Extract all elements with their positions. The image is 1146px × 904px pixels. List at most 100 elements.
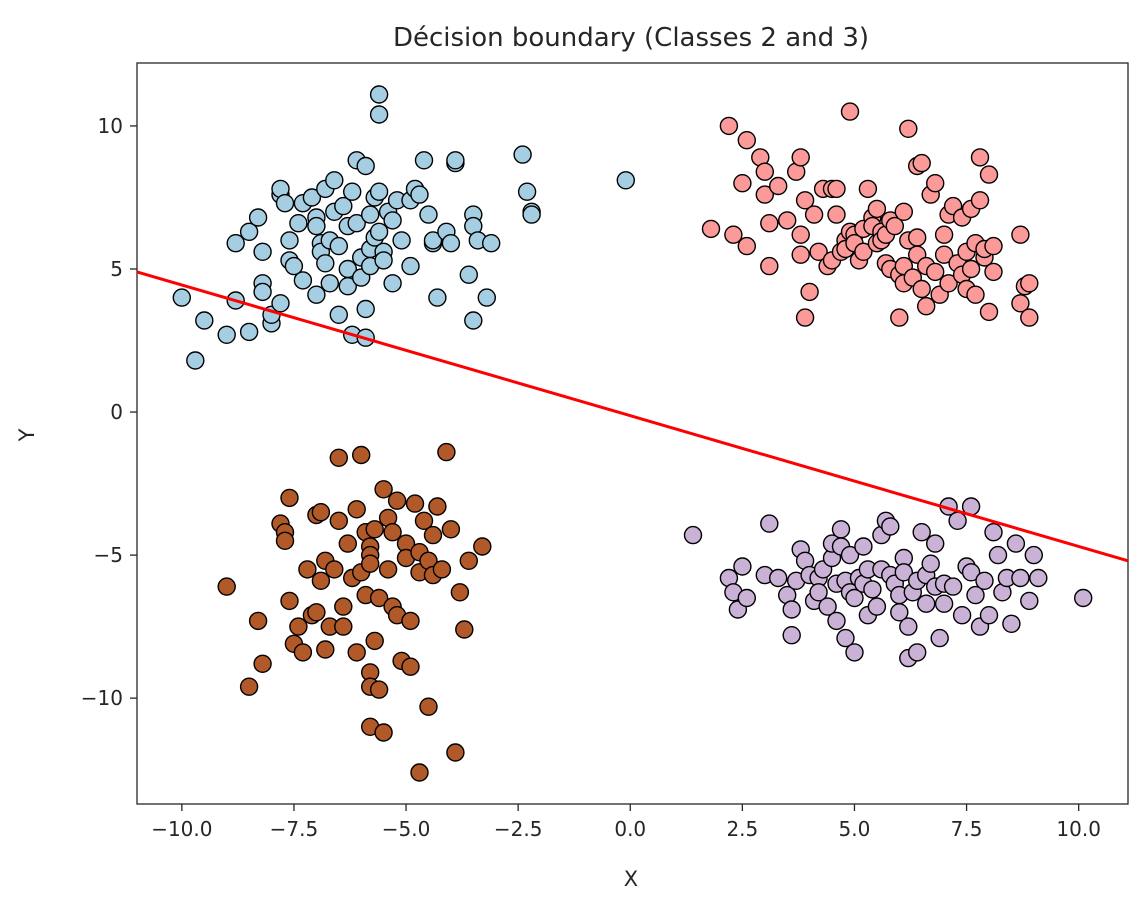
data-point: [280, 231, 299, 250]
data-point: [890, 603, 909, 622]
data-point: [975, 571, 994, 590]
data-point: [912, 523, 931, 542]
data-point: [513, 145, 532, 164]
data-point: [791, 225, 810, 244]
data-point: [311, 571, 331, 590]
data-point: [320, 274, 339, 293]
data-point: [352, 445, 371, 465]
data-point: [782, 600, 801, 619]
data-point: [809, 583, 828, 602]
data-point: [369, 182, 389, 201]
data-point: [410, 763, 429, 782]
data-point: [795, 191, 815, 210]
data-point: [934, 225, 954, 244]
data-point: [840, 102, 860, 121]
data-point: [423, 525, 443, 545]
data-point: [325, 171, 344, 190]
data-point: [482, 233, 501, 253]
data-point: [908, 228, 927, 247]
data-point: [414, 151, 434, 170]
x-tick-label: −2.5: [494, 817, 543, 841]
data-point: [926, 262, 945, 282]
data-point: [361, 554, 380, 573]
x-tick-label: 2.5: [726, 817, 758, 841]
data-point: [733, 173, 752, 193]
data-point: [217, 577, 236, 596]
data-point: [293, 271, 313, 290]
data-point: [1020, 308, 1039, 327]
data-point: [988, 545, 1008, 565]
data-point: [899, 119, 918, 139]
data-point: [1029, 568, 1048, 588]
data-point: [769, 568, 788, 588]
x-tick-label: 10.0: [1056, 817, 1101, 841]
data-point: [979, 302, 999, 322]
y-axis: 10 5 0 −5 −10: [81, 114, 137, 710]
data-point: [804, 205, 824, 224]
data-point: [912, 279, 931, 299]
data-point: [383, 274, 402, 293]
data-point: [446, 151, 465, 170]
data-point: [836, 628, 855, 648]
data-point: [307, 285, 326, 304]
data-point: [464, 311, 483, 330]
data-point: [347, 213, 366, 233]
data-point: [827, 205, 846, 224]
data-point: [356, 299, 375, 319]
data-point: [374, 251, 393, 270]
data-point: [970, 191, 990, 210]
data-point: [791, 148, 810, 167]
data-point: [930, 628, 949, 648]
data-point: [966, 585, 985, 605]
data-point: [800, 282, 819, 302]
data-point: [908, 643, 927, 662]
data-point: [760, 514, 779, 533]
data-point: [724, 225, 743, 244]
data-point: [854, 242, 873, 262]
data-point: [966, 285, 985, 304]
data-point: [369, 105, 389, 124]
data-point: [769, 176, 788, 196]
data-point: [392, 231, 411, 250]
data-point: [984, 262, 1003, 282]
x-tick-label: 7.5: [951, 817, 983, 841]
data-point: [239, 677, 259, 696]
data-point: [934, 594, 954, 613]
data-point: [840, 545, 860, 565]
chart-title: Décision boundary (Classes 2 and 3): [393, 23, 869, 53]
data-point: [446, 743, 465, 762]
data-point: [733, 557, 752, 576]
data-point: [845, 643, 864, 662]
data-point: [289, 213, 308, 233]
data-point: [347, 643, 366, 662]
data-point: [890, 308, 909, 327]
data-point: [334, 597, 353, 616]
data-point: [441, 233, 461, 253]
data-point: [881, 517, 900, 536]
data-point: [329, 511, 348, 530]
data-point: [473, 537, 492, 556]
data-point: [298, 560, 317, 579]
data-point: [1020, 591, 1039, 611]
data-point: [961, 259, 981, 279]
data-point: [948, 511, 967, 530]
data-point: [1011, 225, 1030, 244]
data-point: [378, 560, 398, 579]
data-point: [818, 597, 837, 616]
data-point: [858, 179, 878, 199]
data-point: [383, 523, 402, 542]
data-point: [522, 205, 541, 224]
data-point: [356, 156, 375, 176]
y-tick-label: 0: [110, 400, 123, 424]
data-point: [383, 211, 402, 230]
data-point: [863, 580, 882, 599]
data-point: [369, 222, 389, 242]
data-point: [979, 606, 999, 625]
data-point: [791, 245, 810, 264]
data-point: [410, 185, 429, 204]
data-point: [1020, 274, 1039, 293]
data-point: [253, 654, 272, 673]
data-point: [401, 611, 420, 631]
data-point: [441, 520, 461, 539]
